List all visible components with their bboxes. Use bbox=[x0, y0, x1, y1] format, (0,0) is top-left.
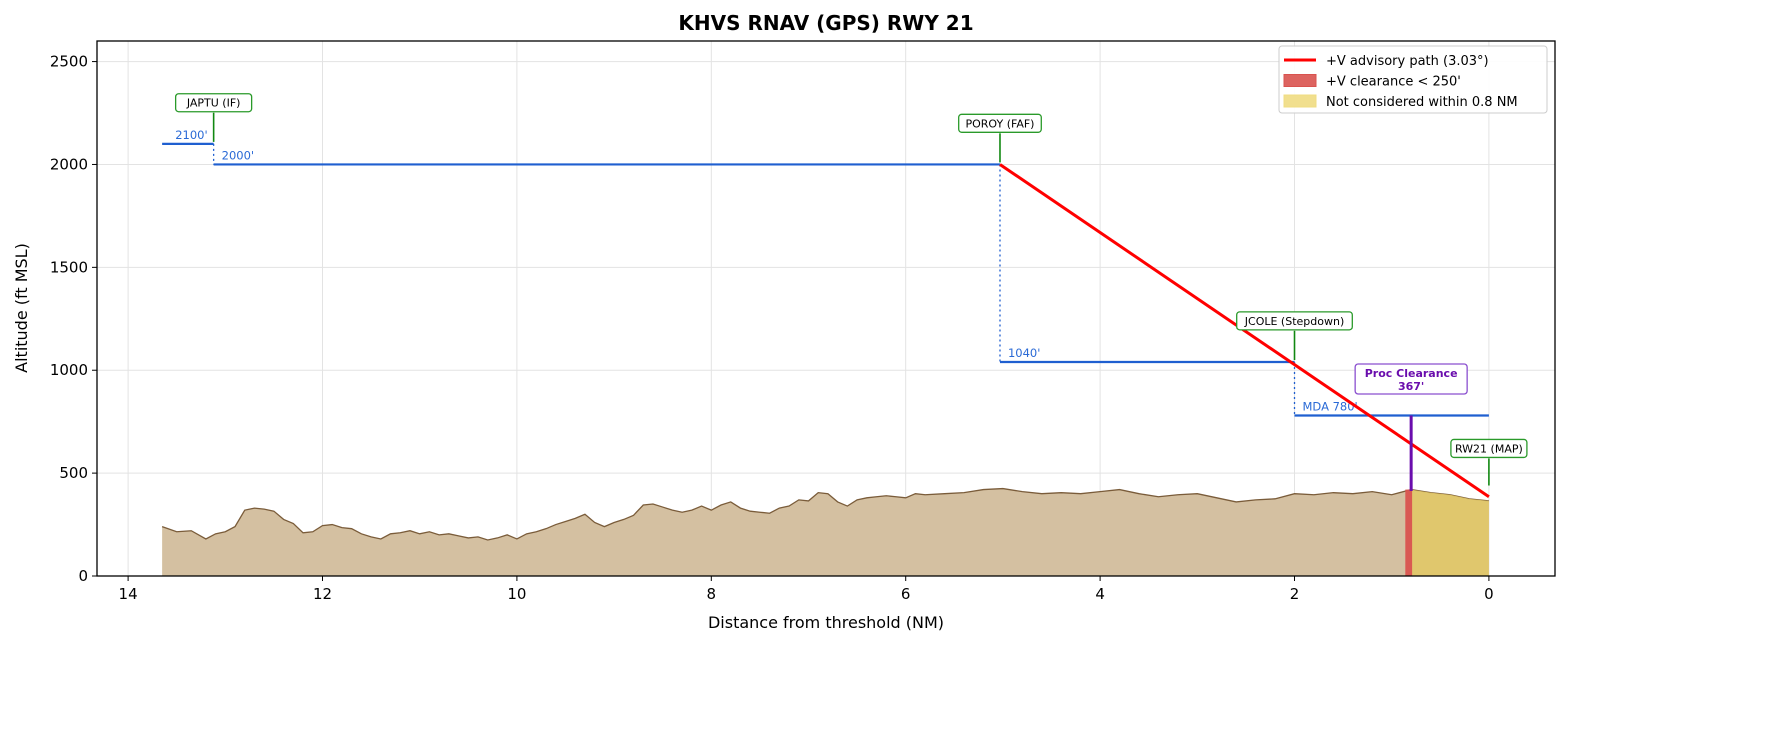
legend-entry-label: Not considered within 0.8 NM bbox=[1326, 95, 1518, 110]
proc-clearance-value: 367' bbox=[1398, 380, 1424, 393]
plot-frame bbox=[96, 40, 1556, 577]
waypoint-label-box bbox=[1236, 311, 1353, 331]
x-tick-label: 14 bbox=[119, 585, 138, 603]
y-tick-label: 1000 bbox=[50, 361, 88, 379]
axes: 14 12 10 8 6 4 2 0 0 500 1000 1500 2000 2500 bbox=[50, 53, 1494, 603]
altitude-label: 2100' bbox=[175, 128, 207, 142]
chart-title: KHVS RNAV (GPS) RWY 21 bbox=[678, 11, 973, 35]
terrain-area bbox=[162, 488, 1489, 576]
y-tick-label: 500 bbox=[59, 464, 88, 482]
waypoint-label: RW21 (MAP) bbox=[1455, 442, 1523, 455]
y-tick-label: 2000 bbox=[50, 155, 88, 173]
waypoint-label: POROY (FAF) bbox=[966, 117, 1035, 130]
waypoint-label-box bbox=[1450, 438, 1528, 459]
legend-entry-label: +V clearance < 250' bbox=[1326, 75, 1461, 90]
altitude-label: MDA 780' bbox=[1303, 400, 1358, 414]
legend-swatch-patch bbox=[1283, 94, 1317, 108]
altitude-label: 1040' bbox=[1008, 346, 1040, 360]
x-tick-label: 10 bbox=[507, 585, 526, 603]
waypoint-label-box bbox=[174, 93, 253, 113]
legend-box bbox=[1278, 45, 1548, 114]
terrain-profile-line bbox=[161, 487, 1489, 541]
y-axis-label: Altitude (ft MSL) bbox=[12, 243, 31, 373]
legend-entry-label: +V advisory path (3.03°) bbox=[1326, 54, 1489, 69]
legend: +V advisory path (3.03°) +V clearance < 2… bbox=[1278, 45, 1548, 114]
clearance-warning-zone bbox=[1405, 489, 1413, 576]
y-tick-label: 2500 bbox=[50, 53, 88, 71]
proc-clearance-title: Proc Clearance bbox=[1365, 367, 1458, 380]
proc-clearance-box bbox=[1354, 363, 1468, 395]
x-tick-label: 2 bbox=[1290, 585, 1300, 603]
x-tick-label: 6 bbox=[901, 585, 911, 603]
x-tick-label: 4 bbox=[1095, 585, 1105, 603]
x-tick-label: 0 bbox=[1484, 585, 1494, 603]
altitude-label: 2000' bbox=[222, 148, 254, 162]
waypoint-label: JCOLE (Stepdown) bbox=[1244, 315, 1344, 328]
x-axis-label: Distance from threshold (NM) bbox=[708, 613, 944, 632]
y-tick-label: 0 bbox=[78, 567, 88, 585]
legend-swatch-patch bbox=[1283, 74, 1317, 87]
y-tick-label: 1500 bbox=[50, 258, 88, 276]
x-tick-label: 8 bbox=[707, 585, 717, 603]
not-considered-zone bbox=[1411, 489, 1489, 576]
waypoint-label-box bbox=[958, 113, 1042, 133]
waypoint-label: JAPTU (IF) bbox=[186, 97, 241, 110]
plot-marks: 2100' 2000' 1040' MDA 780' Proc Clearance367… bbox=[161, 93, 1528, 576]
advisory-glidepath-line bbox=[999, 163, 1490, 499]
x-tick-label: 12 bbox=[313, 585, 332, 603]
